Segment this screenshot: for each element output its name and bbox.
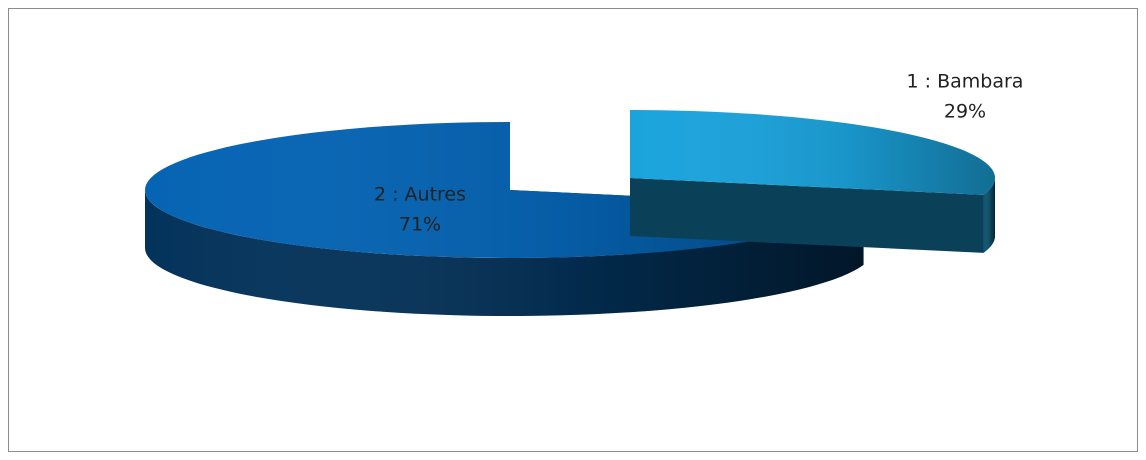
slice-top-shade xyxy=(630,110,995,195)
slice-cut-face xyxy=(630,178,984,253)
slice xyxy=(630,110,995,253)
slice-category-label: 1 : Bambara xyxy=(907,71,1024,93)
slice-value-label: 29% xyxy=(944,101,986,123)
plot: 1 : Bambara 29% 2 : Autres 71% xyxy=(145,71,1023,317)
slice-category-label: 2 : Autres xyxy=(374,184,466,206)
slice-wall-shade xyxy=(145,190,864,317)
slice-wall-shade xyxy=(983,178,995,253)
slice-value-label: 71% xyxy=(399,214,441,236)
